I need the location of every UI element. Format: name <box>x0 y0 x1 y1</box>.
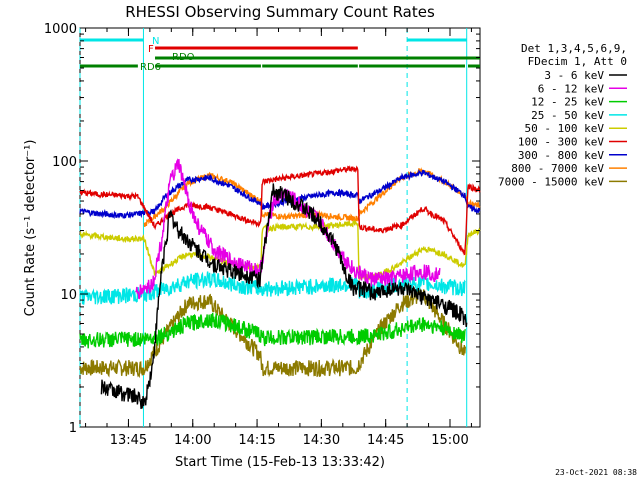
series-50-100kev-line <box>79 218 481 281</box>
x-tick-label: 14:30 <box>303 433 340 448</box>
series-7000-15000kev-line <box>79 288 466 379</box>
series-6-12kev-line <box>135 158 441 300</box>
x-tick-label: 14:45 <box>367 433 404 448</box>
x-axis: 13:45 14:00 14:15 14:30 14:45 15:00 <box>85 28 472 448</box>
y-tick-label: 1 <box>69 421 77 436</box>
flag-f-label: F <box>148 44 154 55</box>
legend-entry-label: 12 - 25 keV <box>531 96 604 109</box>
flag-n-label: N <box>152 36 159 47</box>
plot-area: NF RDO RD6 1 10 100 1000 13:45 14:00 14:15 14:30… <box>44 22 481 448</box>
legend-entry-label: 3 - 6 keV <box>544 69 604 82</box>
series-100-300kev-line <box>79 164 481 256</box>
series-12-25kev-line <box>79 312 466 349</box>
x-tick-label: 14:00 <box>174 433 211 448</box>
x-axis-label: Start Time (15-Feb-13 13:33:42) <box>175 455 385 470</box>
legend-entry-label: 50 - 100 keV <box>525 122 605 135</box>
y-axis: 1 10 100 1000 <box>44 22 480 436</box>
y-tick-label: 100 <box>52 155 77 170</box>
series-layer <box>79 158 481 409</box>
series-3-6kev-line <box>100 183 468 409</box>
legend-header-line-2: FDecim 1, Att 0 <box>528 55 627 68</box>
legend-entry-label: 100 - 300 keV <box>518 136 604 149</box>
flag-layer: NF RDO RD6 <box>80 36 480 73</box>
y-tick-label: 1000 <box>44 22 77 37</box>
legend-entry-label: 800 - 7000 keV <box>511 162 604 175</box>
legend-entry-label: 7000 - 15000 keV <box>498 175 604 188</box>
x-tick-label: 14:15 <box>238 433 275 448</box>
y-tick-label: 10 <box>60 288 77 303</box>
legend-entry-label: 25 - 50 keV <box>531 109 604 122</box>
legend-entry-label: 6 - 12 keV <box>538 82 605 95</box>
chart-title: RHESSI Observing Summary Count Rates <box>125 3 435 21</box>
legend: Det 1,3,4,5,6,9, FDecim 1, Att 0 3 - 6 k… <box>498 42 627 188</box>
legend-entry-label: 300 - 800 keV <box>518 149 604 162</box>
flag-rd6-label: RD6 <box>140 62 161 73</box>
flag-rdo-label: RDO <box>172 52 195 63</box>
generation-timestamp: 23-Oct-2021 08:38 <box>555 468 637 477</box>
legend-header-line-1: Det 1,3,4,5,6,9, <box>521 42 627 55</box>
y-axis-label: Count Rate (s⁻¹ detector⁻¹) <box>23 140 38 317</box>
x-tick-label: 13:45 <box>110 433 147 448</box>
x-tick-label: 15:00 <box>431 433 468 448</box>
